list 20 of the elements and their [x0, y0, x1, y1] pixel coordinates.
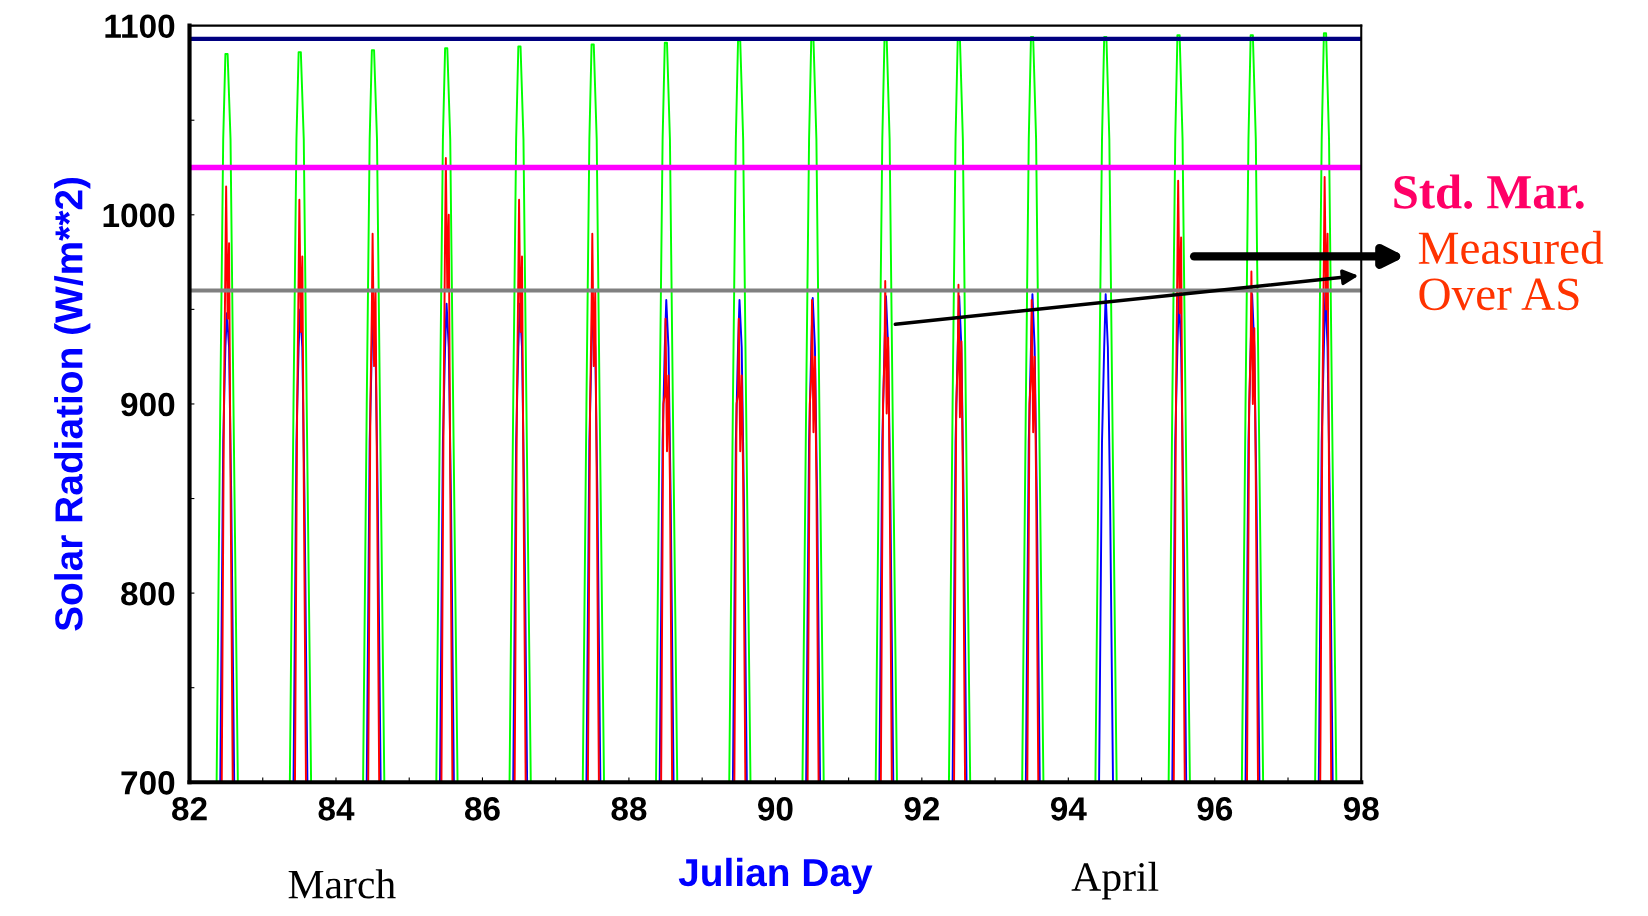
- x-tick-label: 88: [611, 797, 647, 821]
- text: April: [1071, 861, 1159, 900]
- text: Measured Over AS: [1418, 230, 1604, 311]
- y-tick-label: 900: [121, 392, 175, 417]
- x-tick-label: 98: [1343, 797, 1379, 821]
- y-tick-label: 800: [121, 581, 175, 606]
- x-tick-label: 86: [464, 797, 500, 821]
- x-tick-label: 92: [904, 797, 940, 821]
- y-tick-label: 700: [121, 771, 175, 795]
- x-tick-label: 82: [172, 797, 207, 821]
- x-tick-label: 96: [1197, 797, 1233, 821]
- x-tick-label: 94: [1050, 797, 1087, 821]
- y-tick-label: 1100: [105, 14, 175, 39]
- x-tick-label: 90: [758, 797, 793, 821]
- x-tick-label: 84: [318, 797, 355, 821]
- x-axis-title: Julian Day: [678, 857, 873, 895]
- text: March: [288, 869, 396, 899]
- ref-line-label: Std. Mar.: [1394, 174, 1584, 209]
- y-axis-title: Solar Radiation (W/m**2): [54, 177, 91, 631]
- y-tick-label: 1000: [103, 203, 175, 228]
